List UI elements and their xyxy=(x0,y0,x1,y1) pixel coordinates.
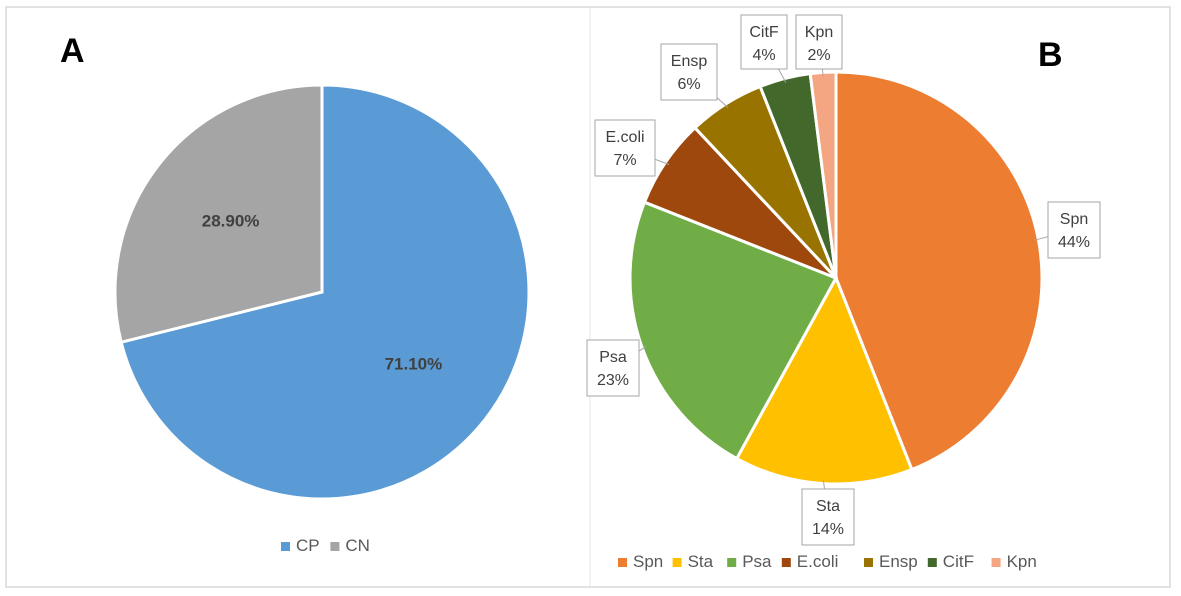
pie-chart-a: 71.10% 28.90% xyxy=(113,83,531,501)
callout-value-ensp: 6% xyxy=(677,76,700,93)
callout-category-spn: Spn xyxy=(1060,211,1088,228)
pie-slice-cp xyxy=(119,83,531,501)
legend-swatch-sta xyxy=(672,558,682,567)
legend-label-cn: CN xyxy=(345,536,370,555)
data-label-cn: 28.90% xyxy=(202,212,260,231)
callout-category-kpn: Kpn xyxy=(805,24,833,41)
pie-slice-cn xyxy=(113,83,324,345)
callout-box-psa xyxy=(586,339,640,397)
pie-slice-sta xyxy=(734,274,914,486)
legend-label-ensp: Ensp xyxy=(879,552,918,571)
legend-swatch-citf xyxy=(927,558,937,567)
callout-box-ensp xyxy=(660,43,718,101)
callout-value-sta: 14% xyxy=(812,521,844,538)
legend-swatch-spn xyxy=(618,558,627,567)
legend-swatch-ensp xyxy=(864,558,873,567)
legend-swatch-e-coli xyxy=(781,558,791,567)
panel-a: A 71.10% 28.90% CP CN xyxy=(60,32,531,555)
callout-box-kpn xyxy=(795,14,843,70)
legend-swatch-cn xyxy=(330,542,340,551)
callout-value-spn: 44% xyxy=(1058,234,1090,251)
callout-category-ensp: Ensp xyxy=(671,53,708,70)
callouts-b: Spn 44% Sta 14% Psa 23% E.coli 7% Ensp 6% CitF 4% Kp… xyxy=(586,14,1101,546)
callout-value-e-coli: 7% xyxy=(613,152,636,169)
legend-swatch-kpn xyxy=(991,558,1001,567)
legend-label-spn: Spn xyxy=(633,552,663,571)
pie-chart-b xyxy=(628,70,1044,486)
callout-box-citf xyxy=(740,14,788,70)
legend-label-cp: CP xyxy=(296,536,320,555)
callout-value-kpn: 2% xyxy=(807,47,830,64)
legend-a: CP CN xyxy=(281,536,370,555)
callout-category-citf: CitF xyxy=(749,24,779,41)
pie-slice-psa xyxy=(628,200,839,461)
data-label-cp: 71.10% xyxy=(385,354,443,373)
callout-category-sta: Sta xyxy=(816,498,840,515)
legend-label-psa: Psa xyxy=(742,552,772,571)
callout-value-psa: 23% xyxy=(597,372,629,389)
legend-label-sta: Sta xyxy=(688,552,714,571)
legend-b: Spn Sta Psa E.coli Ensp CitF Kpn xyxy=(618,552,1037,571)
legend-label-citf: CitF xyxy=(943,552,974,571)
callout-box-e-coli xyxy=(594,119,656,177)
panel-b: B Spn 44% Sta 14% Psa 23% E.coli 7% Ensp 6% CitF 4%… xyxy=(586,14,1101,571)
callout-box-sta xyxy=(801,488,855,546)
legend-swatch-cp xyxy=(281,542,290,551)
callout-box-spn xyxy=(1047,201,1101,259)
panel-label-b: B xyxy=(1038,36,1063,74)
legend-label-e-coli: E.coli xyxy=(797,552,839,571)
callout-value-citf: 4% xyxy=(752,47,775,64)
legend-swatch-psa xyxy=(727,558,737,567)
panel-label-a: A xyxy=(60,32,85,70)
legend-label-kpn: Kpn xyxy=(1007,552,1037,571)
callout-category-e-coli: E.coli xyxy=(605,129,644,146)
callout-category-psa: Psa xyxy=(599,349,627,366)
